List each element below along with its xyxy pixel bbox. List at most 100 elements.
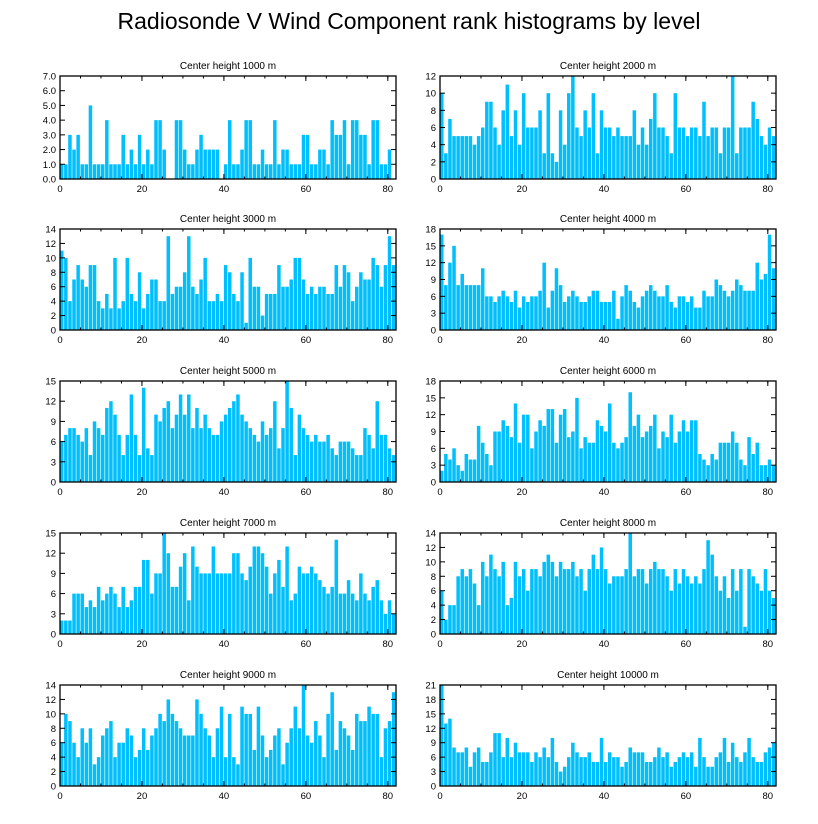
histogram-bar bbox=[342, 120, 347, 179]
histogram-bar bbox=[640, 437, 645, 482]
histogram-bar bbox=[105, 593, 109, 634]
histogram-bar bbox=[146, 559, 150, 634]
histogram-bar bbox=[538, 290, 542, 330]
histogram-bar bbox=[187, 236, 191, 330]
y-tick-label: 9 bbox=[431, 427, 436, 438]
histogram-bar bbox=[538, 576, 542, 634]
histogram-bar bbox=[472, 459, 477, 482]
histogram-bar bbox=[236, 553, 240, 634]
histogram-bar bbox=[285, 381, 289, 482]
histogram-bar bbox=[223, 164, 228, 179]
histogram-bar bbox=[293, 164, 298, 179]
histogram-bar bbox=[480, 127, 485, 179]
histogram-bar bbox=[191, 546, 195, 634]
histogram-bar bbox=[285, 546, 289, 634]
histogram-bar bbox=[68, 721, 72, 786]
histogram-bar bbox=[702, 459, 706, 482]
histogram-bar bbox=[501, 561, 505, 634]
histogram-bar bbox=[534, 296, 538, 330]
histogram-bar bbox=[68, 301, 72, 330]
histogram-bar bbox=[534, 752, 538, 786]
histogram-bar bbox=[113, 257, 117, 330]
histogram-bar bbox=[440, 93, 444, 179]
histogram-bar bbox=[706, 465, 710, 482]
histogram-bar bbox=[706, 136, 710, 179]
y-tick-label: 6 bbox=[51, 437, 56, 448]
histogram-bar bbox=[199, 134, 203, 179]
histogram-bar bbox=[694, 307, 698, 330]
histogram-bar bbox=[526, 301, 530, 330]
histogram-bar bbox=[599, 110, 604, 179]
histogram-bar bbox=[178, 286, 183, 330]
histogram-bar bbox=[330, 448, 334, 482]
histogram-bar bbox=[297, 414, 302, 482]
histogram-bar bbox=[211, 434, 216, 482]
histogram-bar bbox=[174, 721, 179, 786]
histogram-bar bbox=[571, 742, 575, 786]
histogram-bar bbox=[121, 301, 125, 330]
histogram-bar bbox=[318, 735, 322, 786]
histogram-bar bbox=[195, 293, 199, 330]
y-tick-label: 3 bbox=[431, 309, 436, 320]
histogram-bar bbox=[236, 301, 240, 330]
histogram-bar bbox=[105, 407, 109, 482]
histogram-bar bbox=[665, 285, 669, 330]
x-tick-label: 20 bbox=[517, 639, 528, 650]
histogram-bar bbox=[203, 149, 207, 179]
histogram-bar bbox=[661, 127, 665, 179]
histogram-bar bbox=[289, 164, 293, 179]
x-tick-label: 0 bbox=[57, 639, 62, 650]
histogram-bar bbox=[735, 757, 739, 786]
histogram-bar bbox=[612, 136, 616, 179]
histogram-bar bbox=[501, 757, 505, 786]
histogram-bar bbox=[505, 425, 510, 482]
histogram-bar bbox=[387, 236, 392, 330]
y-tick-label: 6 bbox=[431, 586, 436, 597]
histogram-bar bbox=[158, 301, 162, 330]
histogram-bar bbox=[493, 431, 497, 482]
y-tick-label: 18 bbox=[425, 695, 436, 706]
y-tick-label: 12 bbox=[45, 549, 56, 560]
histogram-bar bbox=[681, 420, 686, 482]
y-tick-label: 15 bbox=[45, 529, 56, 540]
histogram-bar bbox=[489, 752, 493, 786]
histogram-bar bbox=[567, 296, 571, 330]
histogram-bar bbox=[460, 569, 464, 634]
histogram-bar bbox=[698, 453, 702, 482]
histogram-bar bbox=[141, 728, 146, 786]
histogram-bar bbox=[363, 134, 367, 179]
histogram-bar bbox=[301, 134, 306, 179]
histogram-bar bbox=[612, 290, 616, 330]
histogram-bar bbox=[252, 164, 257, 179]
panel-title: Center height 2000 m bbox=[560, 61, 656, 72]
histogram-bar bbox=[640, 752, 645, 786]
histogram-bar bbox=[591, 442, 596, 482]
x-tick-label: 60 bbox=[301, 487, 312, 498]
histogram-bar bbox=[616, 318, 620, 330]
histogram-bar bbox=[338, 593, 343, 634]
histogram-bar bbox=[509, 301, 514, 330]
histogram-bar bbox=[464, 285, 469, 330]
y-tick-label: 3 bbox=[431, 767, 436, 778]
histogram-bar bbox=[330, 293, 334, 330]
y-tick-label: 6.0 bbox=[43, 86, 56, 97]
histogram-bar bbox=[383, 164, 388, 179]
histogram-bar bbox=[493, 733, 497, 786]
histogram-bar bbox=[146, 149, 150, 179]
histogram-bar bbox=[509, 437, 514, 482]
histogram-bar bbox=[346, 441, 351, 482]
histogram-bar bbox=[199, 573, 203, 634]
histogram-bar bbox=[632, 752, 637, 786]
histogram-bar bbox=[743, 752, 747, 786]
histogram-bar bbox=[489, 554, 493, 634]
y-tick-label: 14 bbox=[45, 225, 56, 236]
histogram-bar bbox=[252, 546, 257, 634]
histogram-bar bbox=[174, 586, 179, 634]
histogram-bar bbox=[387, 600, 392, 634]
x-tick-label: 40 bbox=[219, 184, 230, 195]
histogram-bar bbox=[211, 301, 216, 330]
y-tick-label: 18 bbox=[425, 225, 436, 236]
histogram-bar bbox=[735, 442, 739, 482]
histogram-bar bbox=[314, 721, 318, 786]
histogram-bar bbox=[92, 607, 97, 634]
